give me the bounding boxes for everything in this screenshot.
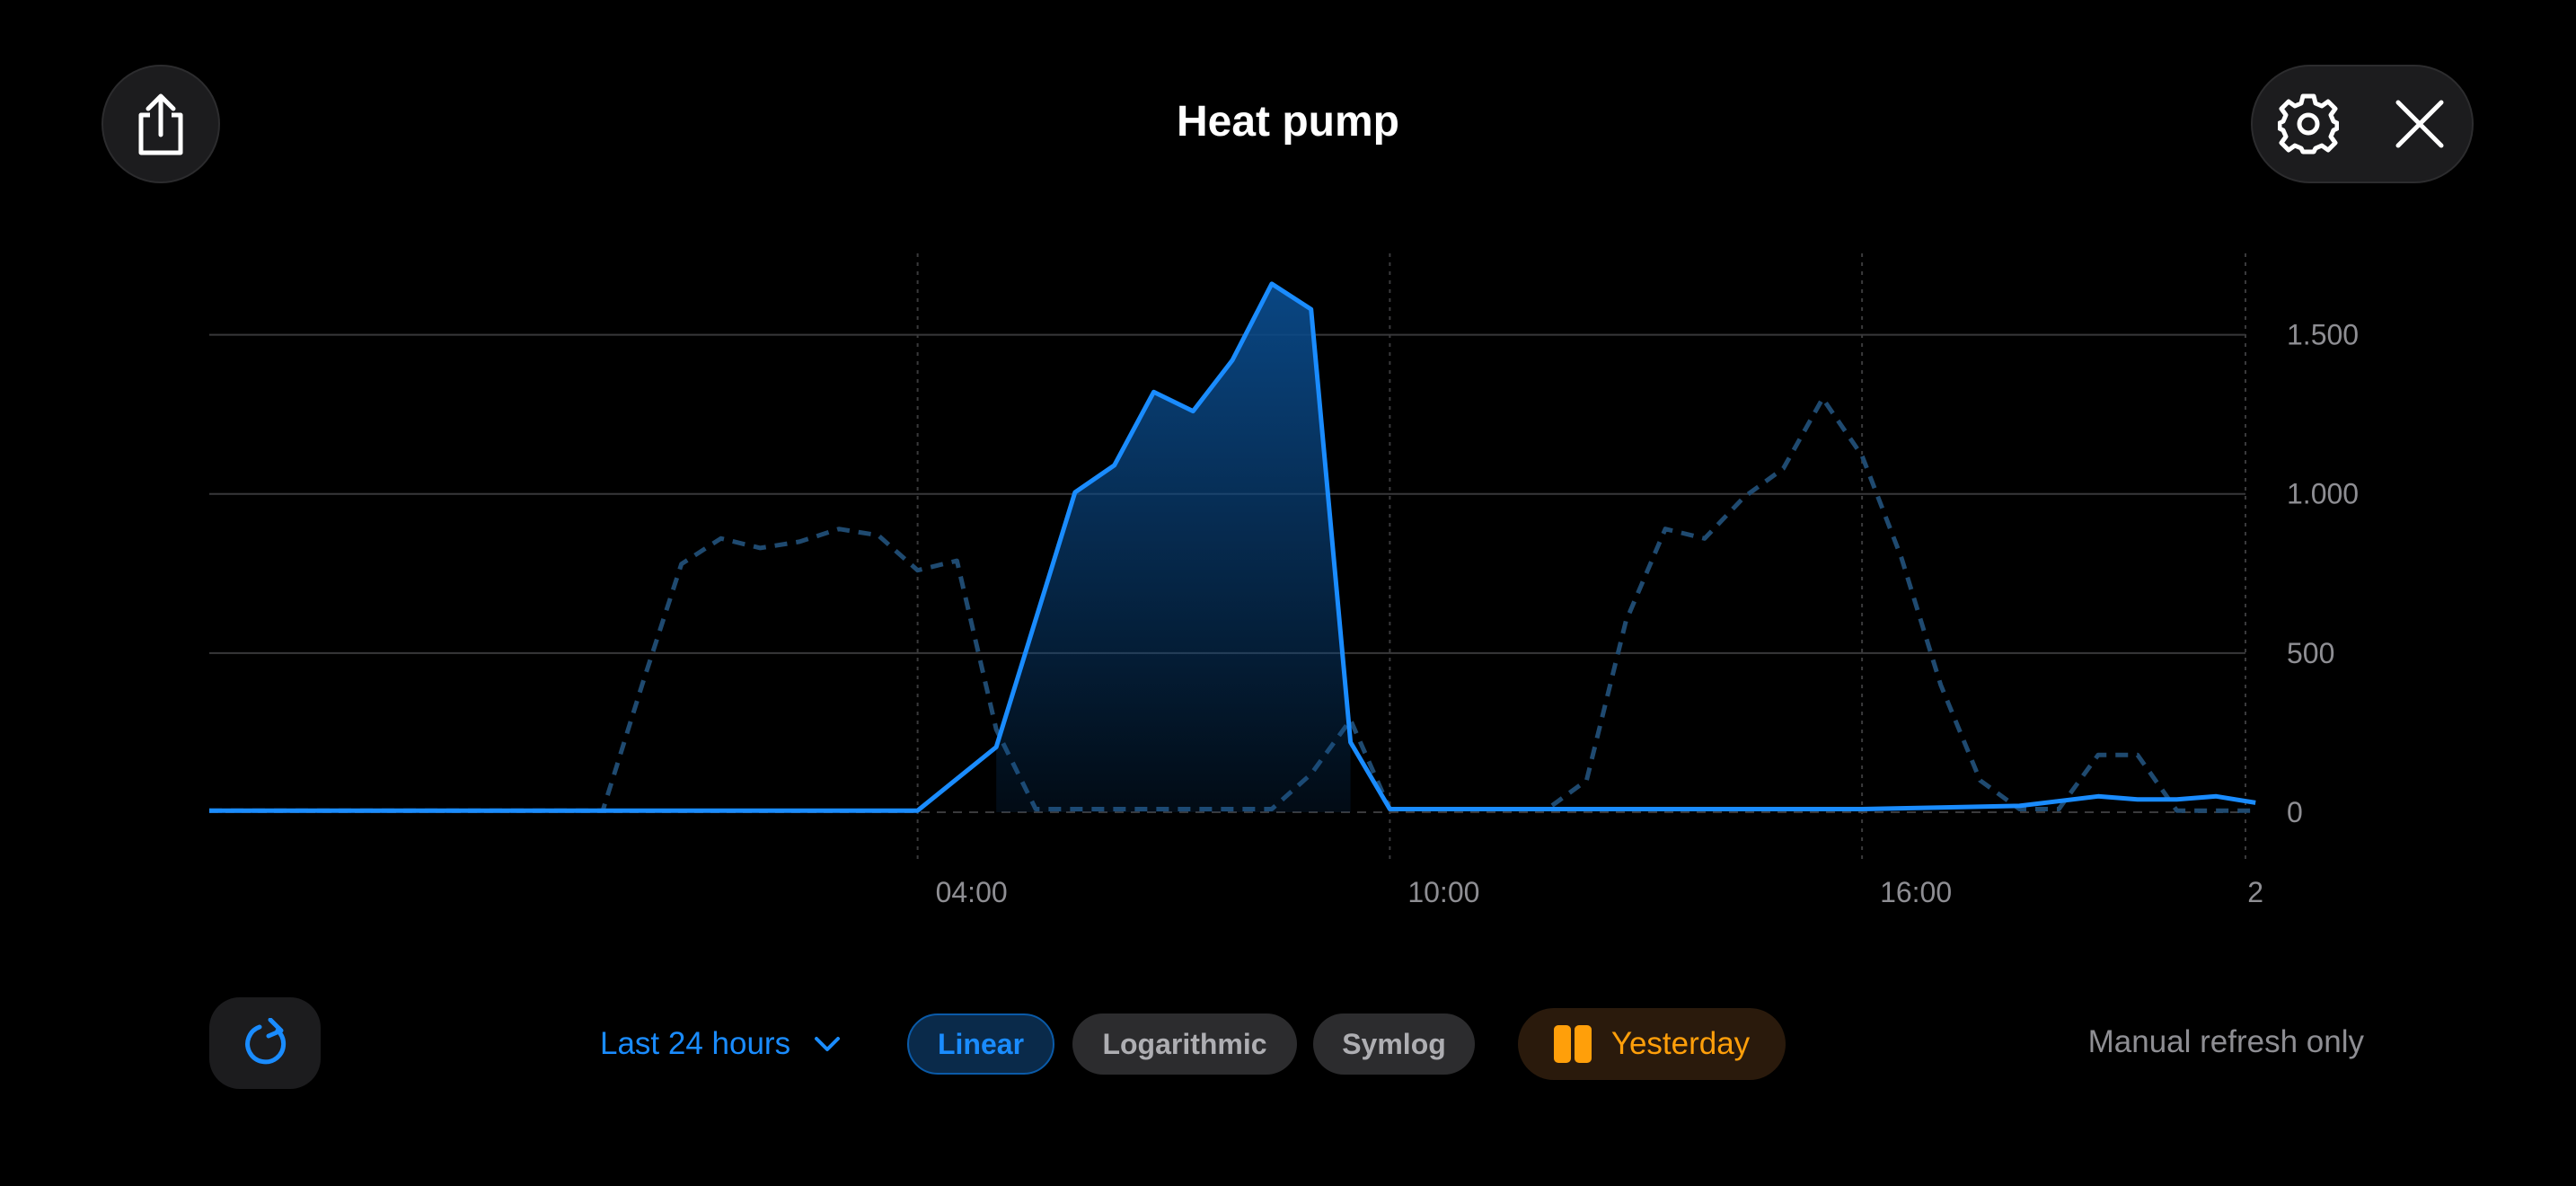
refresh-status: Manual refresh only [2087,1024,2364,1059]
scale-logarithmic-button[interactable]: Logarithmic [1072,1013,1297,1075]
share-icon [138,93,183,155]
time-range-select[interactable]: Last 24 hours [600,1021,841,1067]
series-solid-line [209,281,2256,813]
columns-icon [1553,1025,1592,1063]
compare-yesterday-button[interactable]: Yesterday [1518,1008,1786,1080]
settings-button[interactable] [2253,66,2364,181]
y-tick-label: 500 [2287,637,2334,669]
x-tick-label: 10:00 [1407,876,1479,908]
x-tick-label: 16:00 [1880,876,1952,908]
scale-linear-button[interactable]: Linear [907,1013,1054,1075]
page-title: Heat pump [1176,98,1399,146]
y-tick-label: 1.500 [2287,319,2359,351]
header-actions [2251,65,2474,183]
compare-label: Yesterday [1610,1026,1751,1061]
x-tick-label: 04:00 [936,876,1008,908]
x-tick-label: 2 [2247,876,2263,908]
y-tick-label: 1.000 [2287,478,2359,510]
close-button[interactable] [2364,66,2475,181]
time-range-label: Last 24 hours [600,1026,791,1061]
chevron-down-icon [815,1037,841,1051]
refresh-icon [245,1018,287,1065]
close-icon [2395,100,2444,148]
power-chart: 04:00 10:00 16:00 2 0 500 1.000 1.500 [209,253,2359,908]
refresh-button[interactable] [209,997,321,1089]
share-button[interactable] [101,65,220,183]
series-solid-area [996,283,1351,812]
y-tick-label: 0 [2287,796,2303,828]
scale-symlog-button[interactable]: Symlog [1313,1013,1475,1075]
gear-icon [2278,93,2339,155]
